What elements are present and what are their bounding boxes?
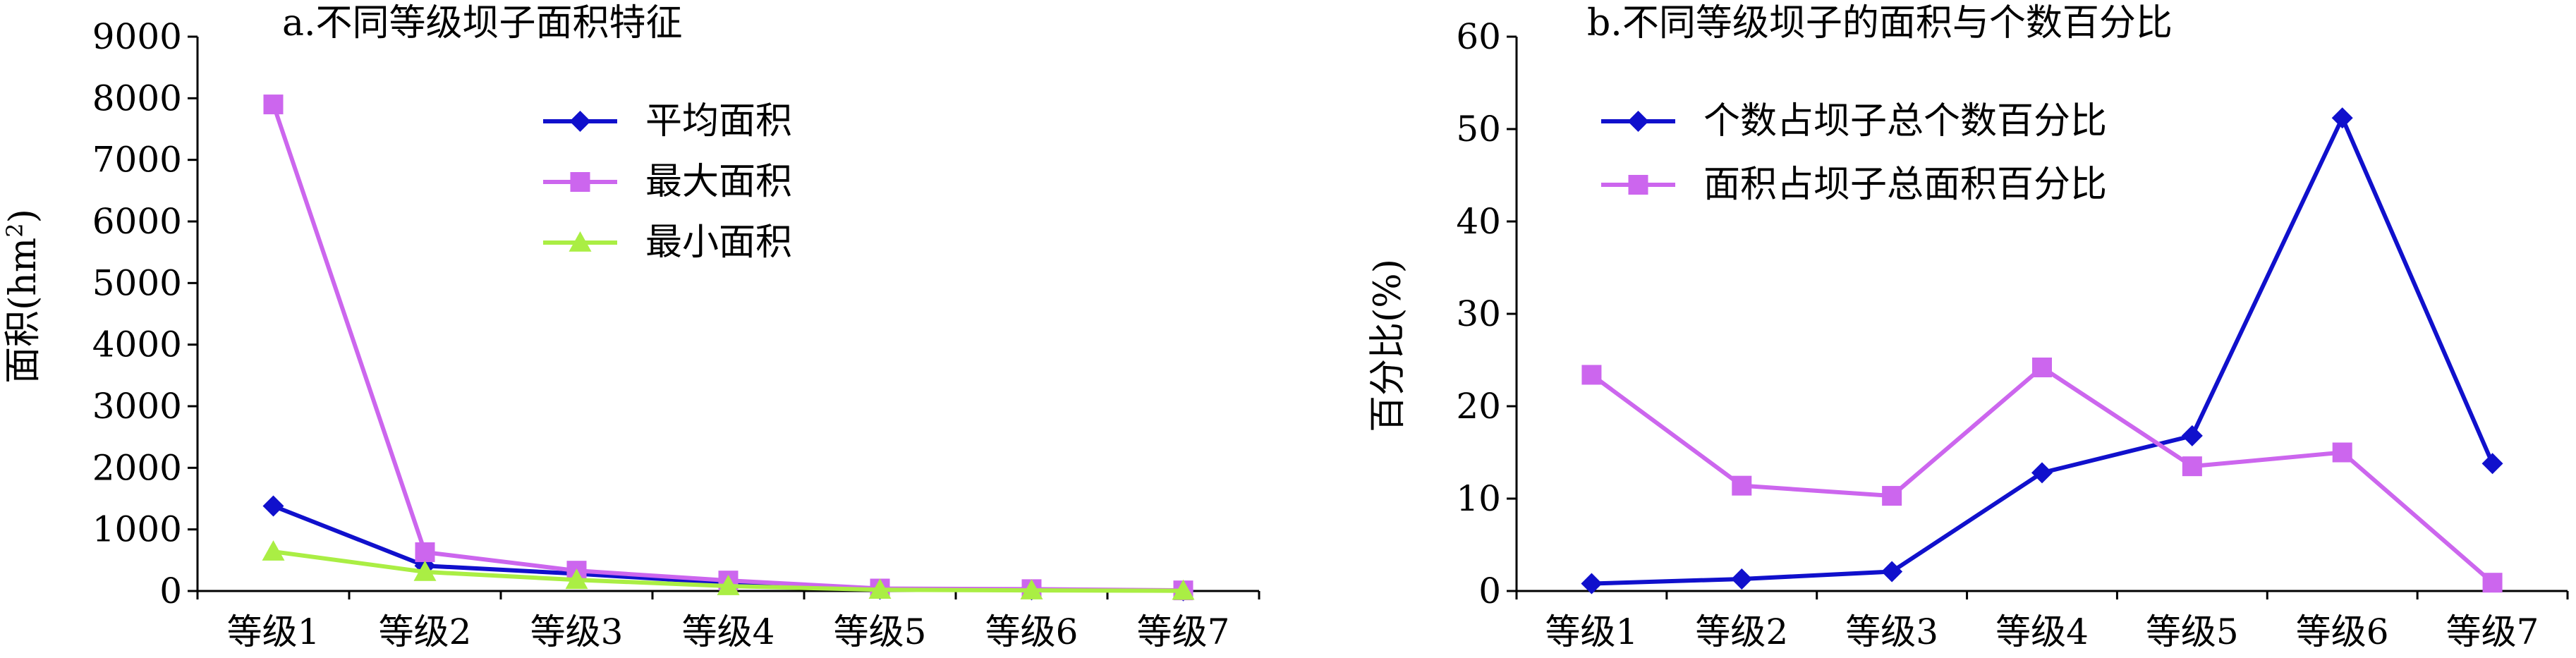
- panel-b-data-point: [1581, 365, 1602, 385]
- panel-a-y-tick-label: 8000: [92, 78, 182, 118]
- panel-a-y-axis-title: 面积(hm2): [1, 209, 44, 384]
- panel-a-x-tick-label: 等级4: [682, 611, 775, 652]
- panel-a-y-tick-label: 9000: [92, 16, 182, 57]
- panel-a-data-point: [565, 568, 588, 590]
- panel-a-x-tick-label: 等级7: [1137, 611, 1230, 652]
- panel-a-y-tick-label: 1000: [92, 509, 182, 550]
- panel-b-legend-label: 个数占坝子总个数百分比: [1703, 100, 2107, 142]
- panel-b-title: b.不同等级坝子的面积与个数百分比: [1587, 2, 2173, 44]
- panel-a-x-tick-label: 等级3: [530, 611, 624, 652]
- panel-a-legend-label: 最小面积: [645, 221, 792, 264]
- panel-b-series-2: [1581, 357, 2503, 593]
- panel-b-x-tick-label: 等级3: [1845, 611, 1938, 652]
- panel-a-data-point: [868, 578, 892, 599]
- panel-b-data-point: [2031, 462, 2053, 484]
- panel-b-y-tick-label: 20: [1456, 386, 1501, 427]
- panel-b-x-tick-label: 等级2: [1695, 611, 1788, 652]
- panel-a-y-tick-label: 6000: [92, 201, 182, 242]
- panel-b-percentage-chart: b.不同等级坝子的面积与个数百分比 百分比(%) 0 10 20 30 40 50 60 等级…: [1367, 2, 2569, 652]
- panel-a-y-tick-label: 0: [159, 571, 182, 611]
- panel-b-x-tick-label: 等级4: [1995, 611, 2089, 652]
- panel-a-area-chart: a.不同等级坝子面积特征 面积(hm2) 0 1000 2000 3000 4000 50…: [1, 2, 1260, 652]
- panel-b-data-point: [2482, 573, 2503, 593]
- panel-b-legend-label: 面积占坝子总面积百分比: [1703, 164, 2107, 206]
- panel-a-y-tick-label: 4000: [92, 324, 182, 365]
- panel-b-x-tick-label: 等级5: [2146, 611, 2239, 652]
- panel-a-legend-marker: [570, 172, 590, 192]
- panel-b-y-tick-label: 40: [1456, 201, 1501, 242]
- panel-b-x-tick-label: 等级1: [1545, 611, 1639, 652]
- panel-a-legend-marker: [569, 111, 591, 132]
- panel-a-data-point: [262, 540, 285, 561]
- panel-a-x-tick-label: 等级2: [379, 611, 472, 652]
- panel-b-legend-marker: [1627, 111, 1649, 132]
- panel-a-data-point: [413, 560, 437, 581]
- panel-b-x-tick-label: 等级7: [2446, 611, 2539, 652]
- panel-b-data-point: [2332, 442, 2352, 463]
- panel-b-data-point: [1731, 568, 1753, 590]
- panel-b-y-axis-title: 百分比(%): [1367, 259, 1409, 432]
- panel-a-y-tick-label: 2000: [92, 447, 182, 488]
- panel-a-x-tick-label: 等级6: [985, 611, 1079, 652]
- panel-b-data-point: [1882, 486, 1902, 506]
- panel-a-series-3: [262, 540, 1195, 600]
- panel-b-y-tick-label: 30: [1456, 293, 1501, 334]
- panel-a-y-tick-label: 5000: [92, 262, 182, 303]
- panel-a-data-point: [1172, 579, 1195, 600]
- panel-b-y-tick-label: 10: [1456, 478, 1501, 519]
- panel-a-legend-label: 平均面积: [645, 100, 792, 142]
- panel-a-y-tick-label: 3000: [92, 386, 182, 427]
- panel-a-data-point: [717, 575, 740, 595]
- panel-b-data-point: [2032, 357, 2052, 377]
- panel-a-legend-label: 最大面积: [645, 161, 792, 203]
- panel-b-data-point: [1732, 475, 1752, 496]
- panel-b-series-1: [1581, 107, 2503, 595]
- panel-b-y-tick-label: 0: [1478, 571, 1501, 611]
- panel-b-data-point: [2181, 425, 2203, 446]
- panel-a-data-point: [1020, 579, 1043, 599]
- panel-b-data-point: [2331, 107, 2353, 129]
- panel-a-title: a.不同等级坝子面积特征: [282, 2, 683, 44]
- panel-b-data-point: [1581, 573, 1603, 595]
- panel-a-data-point: [263, 95, 284, 115]
- panel-a-x-tick-label: 等级5: [834, 611, 927, 652]
- panel-b-y-tick-label: 60: [1456, 16, 1501, 57]
- panel-a-data-point: [262, 495, 284, 517]
- panel-b-data-point: [1881, 561, 1903, 583]
- panel-b-data-point: [2182, 456, 2202, 477]
- panel-a-y-tick-label: 7000: [92, 140, 182, 181]
- panel-a-data-point: [415, 542, 435, 562]
- panel-a-legend-marker: [569, 231, 592, 252]
- panel-b-data-point: [2481, 453, 2503, 475]
- panel-b-y-tick-label: 50: [1456, 109, 1501, 150]
- panel-a-x-tick-label: 等级1: [227, 611, 320, 652]
- panel-b-x-tick-label: 等级6: [2296, 611, 2389, 652]
- panel-b-legend-marker: [1628, 175, 1648, 195]
